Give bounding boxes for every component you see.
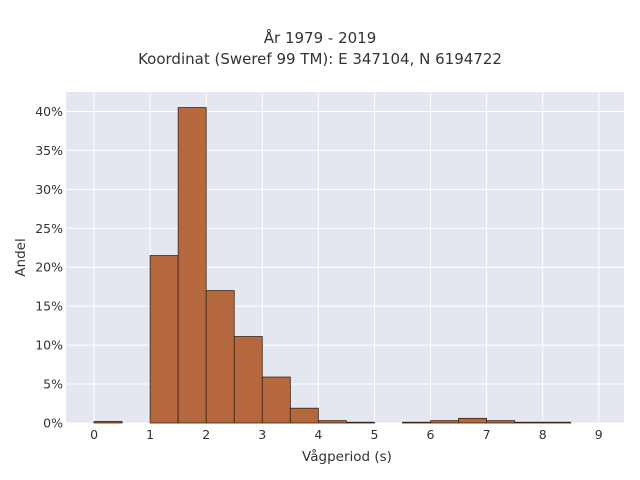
y-tick-label: 35%	[35, 143, 63, 158]
histogram-bar	[177, 107, 207, 424]
histogram-bar	[261, 376, 291, 424]
histogram-bar	[317, 420, 347, 424]
y-tick-label: 5%	[43, 377, 63, 392]
y-axis-ticks: 0% 5% 10% 15% 20% 25% 30% 35% 40%	[35, 104, 63, 431]
histogram-bar	[93, 421, 123, 424]
histogram-bar	[402, 421, 431, 424]
histogram-bar	[514, 421, 544, 424]
x-tick-label: 8	[539, 427, 547, 442]
y-tick-label: 40%	[35, 104, 63, 119]
histogram-bar	[542, 421, 572, 424]
chart-title-block: År 1979 - 2019 Koordinat (Sweref 99 TM):…	[0, 28, 640, 70]
x-tick-label: 2	[202, 427, 210, 442]
x-tick-label: 7	[483, 427, 491, 442]
histogram-bar	[430, 420, 459, 424]
chart-title: År 1979 - 2019	[263, 29, 377, 47]
x-tick-label: 1	[146, 427, 154, 442]
x-tick-label: 4	[314, 427, 322, 442]
chart-subtitle: Koordinat (Sweref 99 TM): E 347104, N 61…	[138, 50, 502, 68]
x-tick-label: 3	[258, 427, 266, 442]
y-tick-label: 25%	[35, 221, 63, 236]
y-tick-label: 0%	[43, 416, 63, 431]
bars	[93, 107, 572, 424]
x-axis-ticks: 0 1 2 3 4 5 6 7 8 9	[90, 427, 603, 442]
histogram-bar	[458, 417, 488, 424]
y-tick-label: 15%	[35, 299, 63, 314]
x-tick-label: 9	[595, 427, 603, 442]
y-tick-label: 20%	[35, 260, 63, 275]
histogram-bar	[346, 421, 375, 424]
histogram-bar	[289, 407, 319, 424]
y-tick-label: 10%	[35, 338, 63, 353]
histogram-bar	[205, 290, 235, 424]
histogram-bar	[149, 255, 179, 424]
histogram-bar	[486, 420, 516, 424]
histogram-bar	[233, 336, 263, 424]
x-tick-label: 6	[427, 427, 435, 442]
x-axis-label: Vågperiod (s)	[302, 448, 392, 465]
x-tick-label: 0	[90, 427, 98, 442]
x-tick-label: 5	[370, 427, 378, 442]
y-axis-label: Andel	[13, 238, 29, 276]
y-tick-label: 30%	[35, 182, 63, 197]
